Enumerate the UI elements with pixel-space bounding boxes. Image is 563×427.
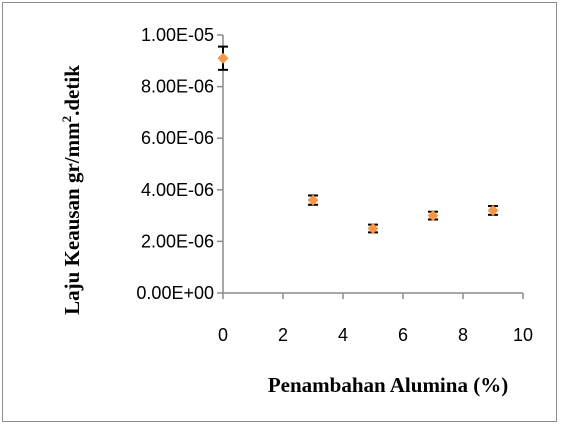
y-tick-label: 2.00E-06	[141, 231, 214, 251]
y-tick-label: 8.00E-06	[141, 77, 214, 97]
x-tick-label: 10	[513, 325, 533, 345]
chart-frame	[2, 2, 557, 422]
y-tick-label: 4.00E-06	[141, 180, 214, 200]
diamond-marker	[487, 204, 499, 216]
y-tick-label: 1.00E-05	[141, 25, 214, 45]
y-axis-title-tail: .detik	[60, 65, 84, 116]
data-point	[217, 45, 229, 71]
x-tick-label: 8	[458, 325, 468, 345]
x-tick-label: 0	[218, 325, 228, 345]
y-axis-title-sup: 2	[59, 116, 74, 123]
x-tick-label: 4	[338, 325, 348, 345]
y-tick-label: 6.00E-06	[141, 128, 214, 148]
x-axis-title: Penambahan Alumina (%)	[268, 373, 508, 397]
y-axis-title-main: Laju Keausan gr/mm	[60, 122, 84, 315]
diamond-marker	[307, 194, 319, 206]
y-axis-title: Laju Keausan gr/mm2.detik	[59, 65, 84, 315]
diamond-marker	[217, 52, 229, 64]
x-tick-label: 2	[278, 325, 288, 345]
x-ticks: 0 2 4 6 8 10	[218, 293, 533, 345]
data-point	[487, 204, 499, 216]
y-ticks: 0.00E+00 2.00E-06 4.00E-06 6.00E-06 8.00E-06…	[136, 25, 223, 303]
diamond-marker	[367, 223, 379, 234]
data-point	[307, 194, 319, 206]
data-points	[217, 45, 499, 234]
data-point	[367, 223, 379, 234]
data-point	[427, 210, 439, 222]
diamond-marker	[427, 210, 439, 222]
y-tick-label: 0.00E+00	[136, 283, 214, 303]
x-tick-label: 6	[398, 325, 408, 345]
